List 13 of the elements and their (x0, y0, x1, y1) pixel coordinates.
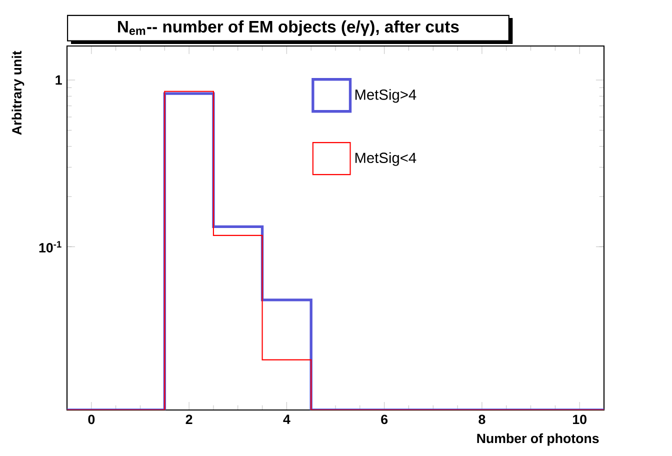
x-tick-label: 6 (381, 414, 388, 424)
legend-label: MetSig<4 (355, 152, 416, 166)
x-axis-title: Number of photons (477, 433, 599, 446)
y-tick-label: 1 (56, 75, 62, 85)
x-tick-label: 4 (283, 414, 290, 424)
y-axis-title: Arbitrary unit (12, 50, 24, 135)
x-tick-label: 8 (478, 414, 486, 424)
x-tick-label: 2 (186, 414, 192, 424)
legend-label: MetSig>4 (355, 89, 416, 103)
y-tick-label: 10$^{-1}$ (39, 241, 62, 252)
x-tick-label: 0 (88, 414, 95, 424)
chart-title: N$_{em}$-- number of EM objects (e/γ), after cuts (118, 20, 459, 36)
x-tick-label: 10 (573, 414, 586, 424)
